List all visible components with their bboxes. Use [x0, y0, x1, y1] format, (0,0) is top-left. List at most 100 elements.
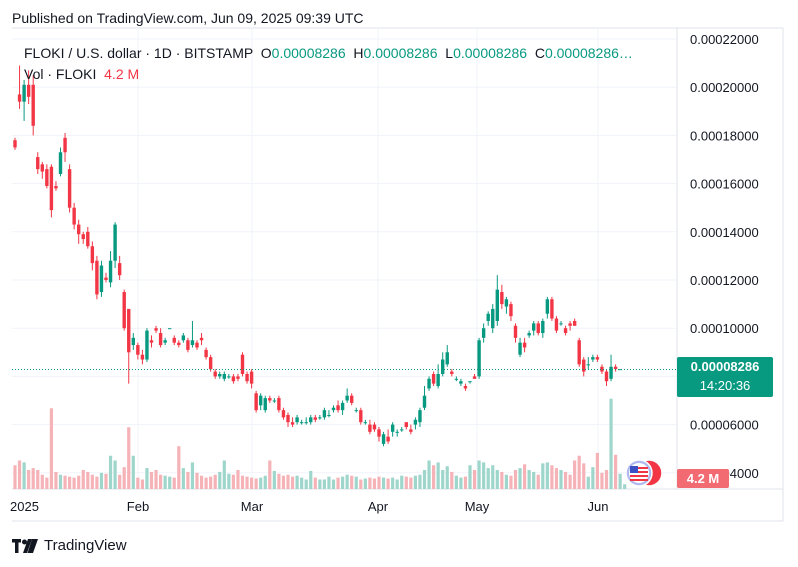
us-flag-events-icon[interactable]: [621, 458, 665, 488]
footer[interactable]: TradingView: [12, 537, 127, 554]
candle: [49, 164, 54, 218]
candle: [17, 65, 22, 109]
volume-bar: [413, 475, 417, 489]
candle: [195, 340, 199, 350]
volume-bar: [331, 479, 336, 489]
candle: [304, 417, 308, 425]
volume-bar: [77, 475, 81, 489]
volume-bar: [604, 470, 609, 489]
tradingview-logo-icon: [12, 538, 38, 553]
volume-bar: [118, 474, 122, 489]
candle: [377, 427, 381, 442]
candle: [313, 414, 317, 423]
candle: [45, 164, 49, 189]
volume-bar: [550, 465, 554, 489]
volume-bar: [163, 475, 167, 489]
volume-bar: [254, 478, 258, 489]
volume-bar: [136, 477, 140, 489]
volume-bar: [145, 468, 149, 489]
volume-bar: [181, 468, 185, 489]
volume-bar: [577, 455, 581, 489]
volume-bar: [168, 476, 172, 489]
candle: [177, 340, 181, 348]
candle: [586, 357, 590, 370]
candle: [145, 328, 149, 362]
volume-bar: [541, 463, 545, 489]
volume-bar: [268, 460, 272, 489]
volume-bar: [149, 471, 154, 489]
volume-bar: [623, 484, 627, 489]
candle: [131, 333, 135, 350]
volume-bar: [350, 475, 354, 489]
volume-bar: [272, 470, 276, 489]
volume-bar: [377, 476, 381, 489]
candle: [390, 422, 395, 437]
volume-bar: [99, 472, 104, 489]
volume-bar: [363, 478, 367, 489]
candle: [331, 405, 336, 413]
candle: [163, 337, 167, 346]
x-tick-label: May: [465, 499, 490, 514]
candle: [582, 357, 586, 377]
volume-bar: [500, 471, 504, 489]
candle: [472, 373, 477, 379]
candle: [190, 320, 195, 348]
price-chart[interactable]: 0.00022000 0.00020000 0.00018000 0.00016000…: [0, 0, 798, 530]
volume-bar: [418, 474, 422, 489]
footer-brand: TradingView: [44, 537, 127, 554]
candle: [522, 337, 527, 353]
candle: [26, 70, 31, 105]
volume-bar: [504, 474, 508, 489]
candle: [350, 393, 354, 406]
volume-bar: [236, 470, 240, 489]
volume-bar: [450, 471, 454, 489]
candle: [263, 395, 267, 413]
last-price-value: 0.00008286: [690, 359, 760, 374]
open-value: 0.00008286: [271, 45, 346, 61]
candle: [67, 164, 72, 213]
candle: [509, 301, 513, 321]
candle: [286, 412, 290, 428]
candle: [400, 427, 404, 432]
volume-bar: [281, 475, 286, 489]
volume-bar: [495, 470, 499, 489]
volume-bar: [95, 476, 99, 489]
volume-bar: [386, 478, 390, 489]
candle: [281, 407, 286, 420]
volume-bar: [58, 474, 63, 489]
volume-bar: [313, 477, 317, 489]
candle: [441, 352, 445, 377]
volume-bar: [359, 479, 363, 489]
volume-bar: [482, 462, 486, 489]
volume-bar: [322, 479, 326, 489]
volume-bar: [195, 472, 199, 489]
candle: [459, 378, 463, 387]
y-tick-label: 0.00022000: [690, 32, 759, 47]
candle: [477, 337, 481, 379]
volume-bar: [300, 477, 304, 489]
y-tick-label: 0.00014000: [690, 225, 759, 240]
candle: [236, 373, 240, 382]
volume-bar: [104, 473, 108, 489]
volume-bar: [568, 474, 572, 489]
candle: [541, 318, 545, 338]
volume-bar: [318, 479, 322, 489]
volume-bar: [40, 474, 44, 489]
volume-bar: [222, 460, 226, 489]
volume-bar: [231, 474, 235, 489]
candle: [559, 320, 563, 326]
volume-bar: [218, 471, 222, 489]
low-label: L: [445, 45, 454, 61]
symbol-label: FLOKI / U.S. dollar · 1D · BITSTAMP: [24, 45, 253, 61]
volume-bar: [372, 478, 377, 489]
volume-bars: [13, 398, 627, 489]
candle: [431, 371, 436, 387]
candle: [468, 381, 472, 384]
volume-bar: [554, 468, 559, 489]
volume-bar: [36, 470, 40, 489]
candle: [604, 369, 609, 387]
volume-bar: [381, 477, 386, 489]
volume-bar: [459, 477, 463, 489]
volume-bar: [159, 474, 163, 489]
volume-bar: [559, 470, 563, 489]
